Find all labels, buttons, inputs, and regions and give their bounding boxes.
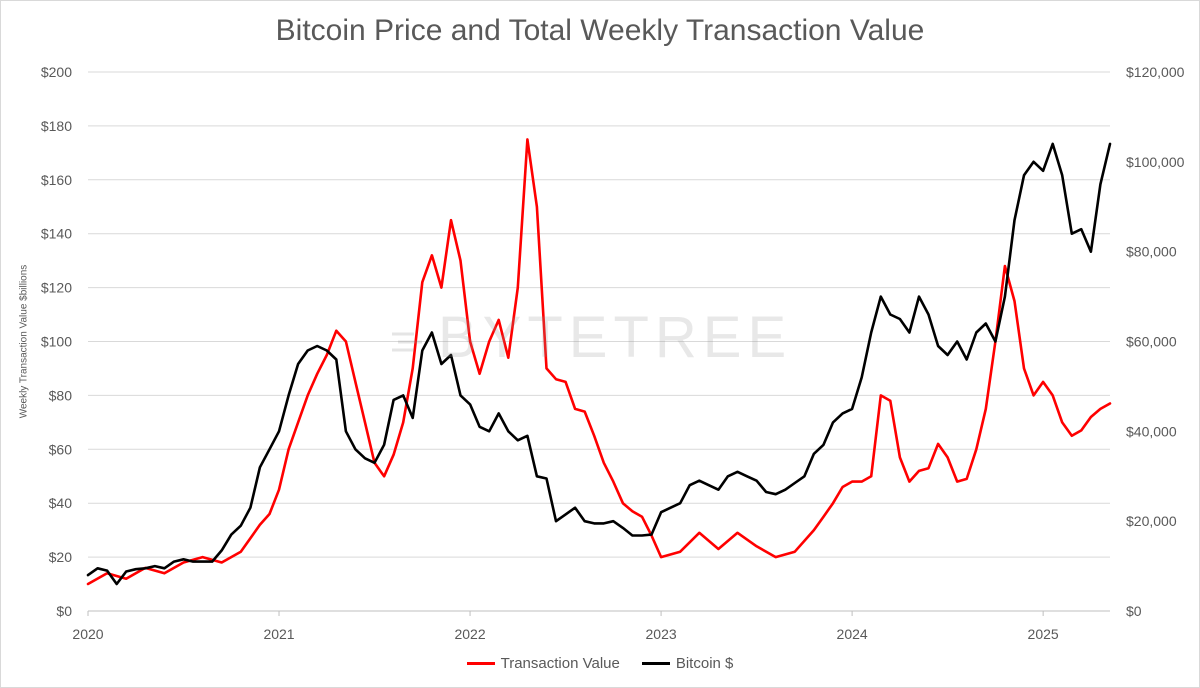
watermark-text: BYTETREE bbox=[438, 305, 793, 370]
y-tick-label: $120 bbox=[41, 280, 72, 296]
y2-tick-label: $40,000 bbox=[1126, 423, 1177, 439]
y2-tick-label: $80,000 bbox=[1126, 244, 1177, 260]
legend-label-bitcoin: Bitcoin $ bbox=[675, 655, 734, 672]
legend-item-bitcoin: Bitcoin $ bbox=[641, 655, 734, 672]
y-axis-label: Weekly Transaction Value $billions bbox=[18, 264, 30, 418]
legend-item-transaction-value: Transaction Value bbox=[466, 655, 620, 672]
y2-tick-label: $120,000 bbox=[1126, 64, 1185, 80]
bitcoin-price-line bbox=[86, 142, 1112, 586]
legend-swatch-red bbox=[466, 662, 495, 665]
y-tick-label: $40 bbox=[49, 495, 73, 511]
y-tick-label: $160 bbox=[41, 172, 72, 188]
x-tick-label: 2022 bbox=[454, 626, 485, 642]
y2-tick-label: $0 bbox=[1126, 603, 1142, 619]
y-tick-label: $140 bbox=[41, 226, 72, 242]
y2-tick-label: $60,000 bbox=[1126, 334, 1177, 350]
y-tick-label: $80 bbox=[49, 387, 73, 403]
legend-swatch-black bbox=[641, 662, 670, 665]
y-tick-label: $180 bbox=[41, 118, 72, 134]
y-tick-label: $20 bbox=[49, 549, 73, 565]
x-tick-label: 2021 bbox=[263, 626, 294, 642]
legend-label-transaction-value: Transaction Value bbox=[500, 655, 620, 672]
chart-title: Bitcoin Price and Total Weekly Transacti… bbox=[275, 14, 925, 47]
x-tick-label: 2024 bbox=[837, 626, 868, 642]
bytetree-logo-icon bbox=[392, 332, 422, 352]
watermark: BYTETREE bbox=[388, 304, 792, 371]
y-tick-label: $100 bbox=[41, 334, 72, 350]
y2-tick-label: $100,000 bbox=[1126, 154, 1185, 170]
y-tick-label: $200 bbox=[41, 64, 72, 80]
x-tick-label: 2025 bbox=[1028, 626, 1059, 642]
y-tick-label: $60 bbox=[49, 441, 73, 457]
y2-tick-label: $20,000 bbox=[1126, 513, 1177, 529]
chart-legend: Transaction Value Bitcoin $ bbox=[0, 655, 1200, 672]
y-tick-label: $0 bbox=[56, 603, 72, 619]
x-tick-label: 2020 bbox=[72, 626, 103, 642]
x-tick-label: 2023 bbox=[646, 626, 677, 642]
